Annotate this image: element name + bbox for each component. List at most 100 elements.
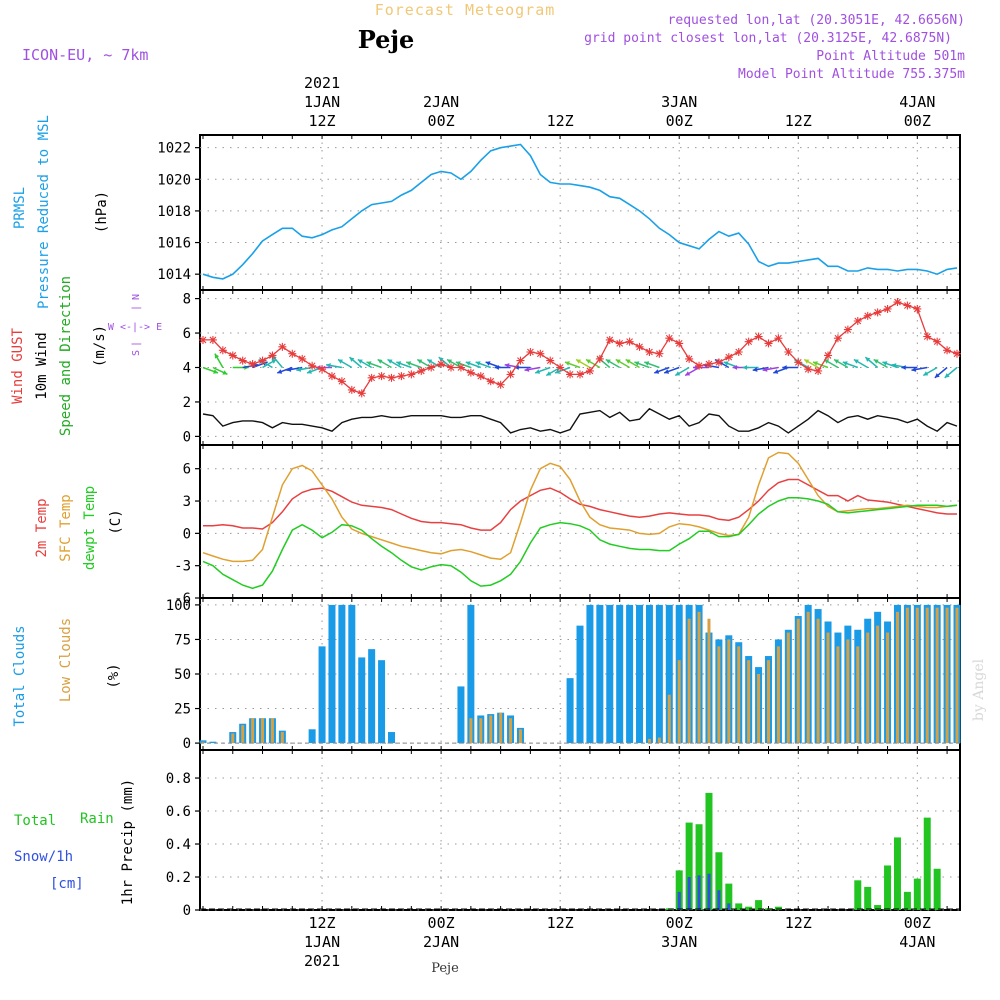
compass-bar-n: |: [131, 305, 142, 311]
low-cloud-bar: [509, 718, 513, 744]
top-time-label: 12Z: [547, 112, 574, 130]
wind-gust-marker: [784, 348, 793, 356]
wind-arrow-head: [494, 365, 499, 370]
wind-arrow-head: [535, 369, 541, 374]
low-cloud-bar: [727, 639, 731, 744]
wind-arrow-head: [773, 369, 779, 374]
wind-gust-marker: [913, 304, 922, 313]
compass-legend: N | W <-|-> E | S: [108, 294, 162, 356]
pressure-ytick-label: 1018: [157, 204, 191, 220]
wind-arrow-head: [762, 367, 768, 372]
low-cloud-bar: [826, 632, 830, 744]
low-cloud-bar: [895, 611, 899, 744]
low-cloud-bar: [945, 607, 949, 744]
low-cloud-bar: [469, 718, 473, 744]
precip-frame: [199, 749, 961, 911]
rain-bar: [695, 824, 703, 910]
pressure-label-prmsl: PRMSL: [12, 187, 28, 229]
wind-arrow-head: [455, 361, 461, 366]
wind-arrow-head: [213, 369, 219, 374]
wind-gust-marker: [456, 363, 465, 372]
wind-arrow-head: [222, 370, 228, 375]
wind-arrow-head: [564, 361, 570, 366]
wind-gust-marker: [327, 372, 336, 381]
wind-arrow-head: [366, 361, 372, 366]
bottom-time-label: 4JAN: [899, 933, 935, 951]
bottom-time-label: 2021: [304, 952, 340, 970]
wind-arrow-head: [427, 359, 433, 364]
wind-arrow-head: [465, 361, 471, 366]
wind-gust-marker: [258, 356, 267, 365]
wind-gust-label: Wind GUST: [10, 328, 26, 404]
wind-gust-marker: [347, 385, 356, 394]
total-cloud-bar: [616, 604, 624, 744]
total-cloud-bar: [566, 678, 574, 744]
wind-gust-marker: [804, 365, 813, 374]
wind-gust-marker: [764, 339, 773, 348]
compass-bar-s: |: [131, 341, 142, 347]
total-cloud-bar: [576, 625, 584, 744]
wind-arrow-head: [485, 361, 491, 366]
total-clouds-label: Total Clouds: [12, 625, 28, 726]
wind-gust-marker: [754, 332, 763, 341]
wind-gust-marker: [228, 351, 237, 360]
total-cloud-bar: [457, 686, 465, 744]
low-clouds-label: Low Clouds: [58, 618, 74, 702]
wind-gust-marker: [843, 325, 852, 334]
low-cloud-bar: [667, 694, 671, 744]
wind-gust-marker: [248, 360, 257, 369]
clouds-ytick-label: 0: [183, 736, 191, 752]
wind-gust-marker: [357, 389, 366, 398]
rain-bar: [874, 905, 882, 910]
wind-gust-marker: [695, 361, 704, 370]
wind-arrow-head: [296, 367, 302, 372]
precip-rain-label: Rain: [80, 811, 114, 827]
total-cloud-bar: [388, 732, 395, 744]
bottom-time-label: 00Z: [904, 914, 931, 932]
wind-gust-marker: [536, 349, 545, 358]
wind-gust-marker: [218, 346, 227, 355]
total-cloud-bar: [378, 660, 386, 744]
wind-arrow-head: [923, 371, 929, 376]
meteogram-title: Forecast Meteogram: [375, 1, 556, 19]
rain-bar: [854, 880, 862, 910]
wind-arrow-head: [882, 361, 888, 366]
temp-dewpt-line: [202, 497, 958, 590]
snow-bar: [727, 903, 731, 910]
wind-arrow-head: [911, 367, 917, 372]
wind-gust-marker: [595, 354, 604, 363]
wind-arrow-head: [307, 369, 312, 374]
wind-arrow-head: [752, 367, 758, 372]
wind-gust-marker: [953, 349, 961, 358]
low-cloud-bar: [717, 646, 721, 744]
wind-arrow-head: [812, 361, 818, 366]
low-cloud-bar: [261, 718, 265, 744]
wind-gust-marker: [238, 356, 247, 365]
bottom-time-label: 00Z: [428, 914, 455, 932]
snow-bar: [707, 873, 711, 910]
wind-gust-marker: [585, 366, 594, 375]
wind-gust-marker: [427, 363, 436, 372]
wind-gust-marker: [824, 351, 833, 360]
top-time-label: 1JAN: [304, 93, 340, 111]
wind-gust-marker: [397, 372, 406, 381]
wind-gust-marker: [526, 348, 535, 356]
low-cloud-bar: [747, 660, 751, 744]
wind-gust-marker: [665, 334, 674, 343]
wind-gust-marker: [744, 337, 753, 346]
wind-arrow-head: [865, 357, 871, 362]
low-cloud-bar: [677, 660, 681, 744]
rain-bar: [774, 906, 782, 910]
bottom-time-label: 12Z: [309, 914, 336, 932]
wind-gust-marker: [685, 354, 694, 363]
model-point-altitude: Model Point Altitude 755.375m: [738, 67, 965, 82]
temp-ytick-label: 6: [183, 462, 191, 478]
wind-arrow-head: [576, 359, 582, 364]
plot-area: 1014 1016 1018 1020 1022 0 2 4 6 8 -6 -3 0 3 6 0 25 50 75 1…: [157, 74, 961, 970]
bottom-time-label: 12Z: [785, 914, 812, 932]
wind-arrow-head: [644, 361, 650, 366]
wind-arrow-head: [377, 359, 383, 364]
clouds-ytick-label: 100: [166, 598, 191, 614]
low-cloud-bar: [767, 660, 770, 744]
wind-arrow-head: [944, 373, 950, 378]
